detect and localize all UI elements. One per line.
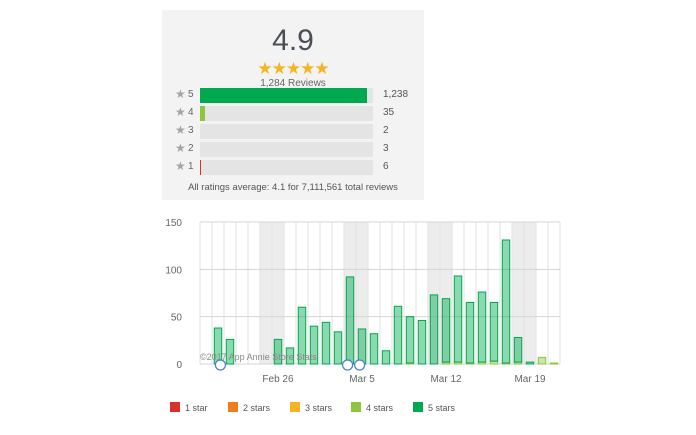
star-icon: ★	[175, 141, 186, 155]
chart-bar	[525, 361, 535, 365]
legend-swatch	[228, 402, 238, 412]
rating-row-3: ★ 3 2	[175, 123, 420, 139]
legend-label: 3 stars	[305, 403, 333, 413]
legend-swatch	[170, 402, 180, 412]
y-tick-label: 50	[171, 313, 183, 324]
y-tick-label: 150	[165, 218, 182, 229]
chart-bar	[501, 239, 511, 364]
rating-row-count: 35	[383, 107, 395, 118]
rating-bar-track	[200, 160, 373, 175]
daily-ratings-chart: 0 50 100 150 Feb 26 Mar 5 Mar 12 Mar 19 ©2017 Ap…	[160, 208, 580, 388]
chart-bar	[465, 301, 475, 364]
review-count: 1,284 Reviews	[260, 78, 326, 89]
rating-row-1: ★ 1 6	[175, 159, 420, 175]
chart-bar	[441, 298, 451, 363]
star-icon: ★	[175, 123, 186, 137]
legend-label: 5 stars	[428, 403, 456, 413]
star-icon: ★	[175, 105, 186, 119]
rating-bar-track	[200, 88, 373, 103]
chart-bar	[489, 301, 499, 362]
weekend-band	[440, 222, 452, 364]
chart-bar	[549, 362, 559, 365]
weekend-band	[428, 222, 440, 364]
pin-icon[interactable]	[342, 359, 354, 371]
chart-canvas: 0 50 100 150 Feb 26 Mar 5 Mar 12 Mar 19 ©2017 Ap…	[165, 218, 561, 385]
rating-row-label: 4	[188, 107, 194, 118]
legend-item-1-star[interactable]: 1 star	[170, 402, 208, 413]
rating-row-label: 1	[188, 161, 194, 172]
rating-row-2: ★ 2 3	[175, 141, 420, 157]
legend-label: 4 stars	[366, 403, 394, 413]
rating-bar-fill	[200, 160, 202, 175]
rating-row-count: 1,238	[383, 89, 409, 100]
y-tick-label: 0	[176, 360, 182, 371]
chart-legend: 1 star 2 stars 3 stars 4 stars 5 stars	[170, 402, 570, 416]
rating-row-count: 2	[383, 125, 389, 136]
chart-bar	[381, 350, 391, 365]
weekend-band	[272, 222, 284, 364]
chart-bar	[429, 294, 439, 365]
chart-bar	[285, 347, 295, 365]
rating-row-4: ★ 4 35	[175, 105, 420, 121]
legend-swatch	[290, 402, 300, 412]
chart-bar	[321, 321, 331, 365]
rating-row-count: 6	[383, 161, 389, 172]
pin-icon[interactable]	[214, 359, 227, 371]
weekend-band	[260, 222, 272, 364]
rating-row-count: 3	[383, 143, 389, 154]
rating-bar-track	[200, 142, 373, 157]
star-icon: ★	[175, 159, 186, 173]
chart-bar	[405, 316, 415, 364]
rating-bar-fill	[200, 88, 367, 103]
pin-icon[interactable]	[354, 359, 366, 371]
legend-item-4-stars[interactable]: 4 stars	[351, 402, 393, 413]
weekend-band	[344, 222, 356, 364]
chart-bar	[369, 333, 379, 365]
legend-label: 2 stars	[243, 403, 271, 413]
rating-row-5: ★ 5 1,238	[175, 87, 420, 103]
rating-bar-fill	[200, 106, 205, 121]
legend-item-5-stars[interactable]: 5 stars	[413, 402, 455, 413]
rating-row-label: 5	[188, 89, 194, 100]
rating-row-label: 3	[188, 125, 194, 136]
y-tick-label: 100	[165, 265, 182, 276]
chart-bar	[417, 319, 427, 365]
chart-bar	[393, 305, 403, 365]
chart-bar	[273, 338, 283, 365]
chart-watermark: ©2017 App Annie Store Stats	[200, 352, 317, 362]
star-rating-icons: ★★★★★	[257, 59, 329, 78]
chart-bar	[477, 291, 487, 363]
chart-bar	[453, 275, 463, 363]
weekend-band	[524, 222, 536, 364]
legend-label: 1 star	[185, 403, 208, 413]
chart-bar	[309, 325, 319, 365]
legend-item-2-stars[interactable]: 2 stars	[228, 402, 270, 413]
average-rating: 4.9	[272, 24, 314, 57]
legend-item-3-stars[interactable]: 3 stars	[290, 402, 332, 413]
chart-bar	[345, 276, 355, 365]
rating-row-label: 2	[188, 143, 194, 154]
rating-bar-track	[200, 124, 373, 139]
all-ratings-note: All ratings average: 4.1 for 7,111,561 t…	[188, 182, 398, 193]
rating-bar-track	[200, 106, 373, 121]
x-tick-label: Feb 26	[262, 374, 294, 385]
x-tick-label: Mar 5	[349, 374, 375, 385]
x-tick-label: Mar 12	[430, 374, 462, 385]
rating-summary-card: 4.9 ★★★★★ 1,284 Reviews ★ 5 1,238 ★ 4 35…	[162, 10, 424, 200]
chart-bar	[357, 328, 367, 365]
legend-swatch	[351, 402, 361, 412]
chart-bar	[297, 306, 307, 365]
legend-swatch	[413, 402, 423, 412]
chart-bar	[513, 336, 523, 363]
chart-bar	[537, 356, 547, 365]
weekend-band	[512, 222, 524, 364]
x-tick-label: Mar 19	[514, 374, 546, 385]
star-icon: ★	[175, 87, 186, 101]
chart-bar	[333, 331, 343, 365]
chart-bar	[225, 338, 235, 365]
